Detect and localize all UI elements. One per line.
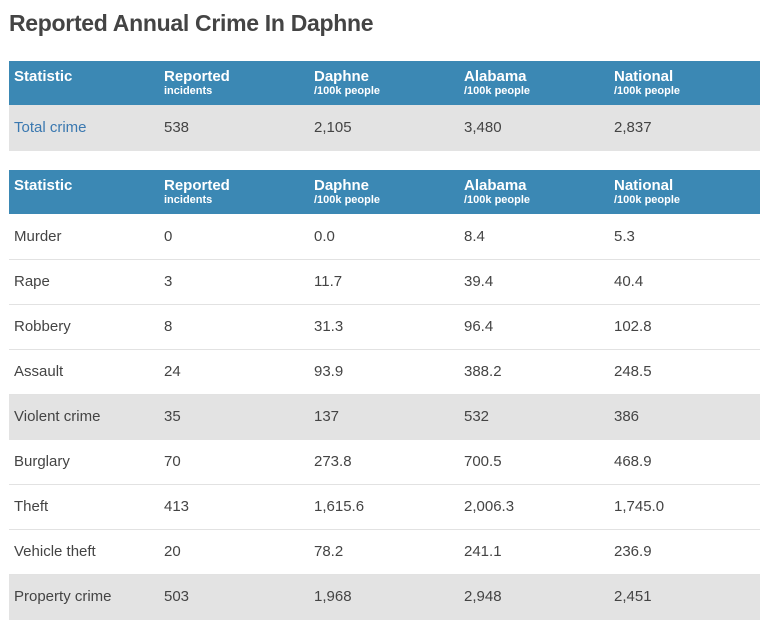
table-row-property-crime: Property crime 503 1,968 2,948 2,451	[9, 574, 760, 620]
table-row-robbery: Robbery 8 31.3 96.4 102.8	[9, 304, 760, 350]
header-statistic-label: Statistic	[14, 68, 73, 85]
cell-daphne: 11.7	[309, 259, 459, 305]
cell-daphne: 93.9	[309, 349, 459, 395]
header-alabama-sub: /100k people	[464, 85, 531, 97]
cell-national: 248.5	[609, 349, 760, 395]
table-row-murder: Murder 0 0.0 8.4 5.3	[9, 214, 760, 260]
page-title: Reported Annual Crime In Daphne	[9, 10, 374, 36]
header-national-sub: /100k people	[614, 194, 681, 206]
total-crime-link[interactable]: Total crime	[9, 105, 159, 151]
cell-reported: 0	[159, 214, 309, 260]
cell-daphne: 273.8	[309, 439, 459, 485]
header-daphne-sub: /100k people	[314, 194, 381, 206]
header-statistic-label: Statistic	[14, 177, 73, 194]
cell-national: 236.9	[609, 529, 760, 575]
header-alabama: Alabama/100k people	[459, 61, 609, 105]
header-national: National/100k people	[609, 170, 760, 214]
cell-daphne: 1,968	[309, 574, 459, 620]
cell-alabama: 3,480	[459, 105, 609, 151]
cell-statistic: Assault	[9, 349, 159, 395]
cell-national: 40.4	[609, 259, 760, 305]
header-reported: Reported incidents	[159, 61, 309, 105]
total-crime-table: Statistic Reported incidents Daphne/100k …	[9, 61, 760, 151]
cell-alabama: 2,006.3	[459, 484, 609, 530]
cell-statistic: Rape	[9, 259, 159, 305]
header-reported: Reported incidents	[159, 170, 309, 214]
cell-statistic: Burglary	[9, 439, 159, 485]
cell-daphne: 78.2	[309, 529, 459, 575]
cell-reported: 24	[159, 349, 309, 395]
header-alabama-label: Alabama	[464, 68, 527, 85]
cell-daphne: 0.0	[309, 214, 459, 260]
cell-statistic: Theft	[9, 484, 159, 530]
table-row-vehicle-theft: Vehicle theft 20 78.2 241.1 236.9	[9, 529, 760, 575]
cell-reported: 503	[159, 574, 309, 620]
header-reported-sub: incidents	[164, 85, 213, 97]
cell-reported: 538	[159, 105, 309, 151]
cell-reported: 70	[159, 439, 309, 485]
header-daphne: Daphne/100k people	[309, 61, 459, 105]
cell-alabama: 2,948	[459, 574, 609, 620]
cell-statistic: Robbery	[9, 304, 159, 350]
header-alabama-label: Alabama	[464, 177, 527, 194]
header-daphne-label: Daphne	[314, 177, 370, 194]
header-national-label: National	[614, 177, 674, 194]
cell-daphne: 2,105	[309, 105, 459, 151]
cell-national: 102.8	[609, 304, 760, 350]
cell-alabama: 700.5	[459, 439, 609, 485]
table-header-row: Statistic Reported incidents Daphne/100k …	[9, 61, 760, 105]
header-statistic: Statistic	[9, 61, 159, 105]
header-reported-sub: incidents	[164, 194, 213, 206]
table-row-violent-crime: Violent crime 35 137 532 386	[9, 394, 760, 440]
table-header-row: Statistic Reported incidents Daphne/100k …	[9, 170, 760, 214]
header-daphne: Daphne/100k people	[309, 170, 459, 214]
header-alabama: Alabama/100k people	[459, 170, 609, 214]
cell-statistic: Property crime	[9, 574, 159, 620]
cell-statistic: Vehicle theft	[9, 529, 159, 575]
cell-reported: 8	[159, 304, 309, 350]
cell-daphne: 1,615.6	[309, 484, 459, 530]
cell-national: 2,451	[609, 574, 760, 620]
header-reported-label: Reported	[164, 177, 230, 194]
header-statistic: Statistic	[9, 170, 159, 214]
cell-statistic: Murder	[9, 214, 159, 260]
table-row-rape: Rape 3 11.7 39.4 40.4	[9, 259, 760, 305]
header-reported-label: Reported	[164, 68, 230, 85]
cell-national: 468.9	[609, 439, 760, 485]
cell-alabama: 96.4	[459, 304, 609, 350]
header-national-sub: /100k people	[614, 85, 681, 97]
cell-alabama: 532	[459, 394, 609, 440]
cell-alabama: 8.4	[459, 214, 609, 260]
cell-reported: 413	[159, 484, 309, 530]
cell-alabama: 241.1	[459, 529, 609, 575]
cell-daphne: 31.3	[309, 304, 459, 350]
header-daphne-label: Daphne	[314, 68, 370, 85]
header-national-label: National	[614, 68, 674, 85]
table-row-assault: Assault 24 93.9 388.2 248.5	[9, 349, 760, 395]
crime-breakdown-table: Statistic Reported incidents Daphne/100k …	[9, 170, 760, 620]
table-row-total-crime: Total crime 538 2,105 3,480 2,837	[9, 105, 760, 151]
table-row-burglary: Burglary 70 273.8 700.5 468.9	[9, 439, 760, 485]
cell-reported: 35	[159, 394, 309, 440]
cell-daphne: 137	[309, 394, 459, 440]
cell-reported: 20	[159, 529, 309, 575]
header-alabama-sub: /100k people	[464, 194, 531, 206]
cell-alabama: 39.4	[459, 259, 609, 305]
cell-national: 386	[609, 394, 760, 440]
table-row-theft: Theft 413 1,615.6 2,006.3 1,745.0	[9, 484, 760, 530]
header-daphne-sub: /100k people	[314, 85, 381, 97]
cell-national: 1,745.0	[609, 484, 760, 530]
cell-reported: 3	[159, 259, 309, 305]
cell-alabama: 388.2	[459, 349, 609, 395]
cell-statistic: Violent crime	[9, 394, 159, 440]
cell-national: 5.3	[609, 214, 760, 260]
cell-national: 2,837	[609, 105, 760, 151]
header-national: National/100k people	[609, 61, 760, 105]
